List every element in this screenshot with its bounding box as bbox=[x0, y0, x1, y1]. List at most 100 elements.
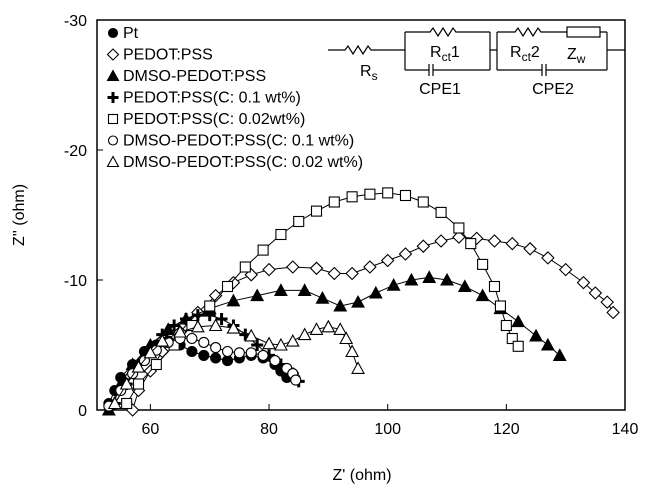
data-point bbox=[210, 352, 222, 364]
data-point bbox=[132, 378, 145, 390]
data-point bbox=[198, 336, 210, 348]
data-point bbox=[404, 272, 419, 286]
data-point bbox=[346, 191, 358, 203]
data-point bbox=[245, 347, 257, 359]
data-point bbox=[333, 298, 348, 312]
y-tick-label: -30 bbox=[64, 13, 87, 30]
data-point bbox=[297, 327, 312, 341]
data-point bbox=[208, 318, 223, 332]
data-point bbox=[417, 196, 429, 208]
data-point bbox=[273, 337, 288, 351]
data-point bbox=[186, 345, 198, 358]
data-point bbox=[457, 279, 472, 293]
y-tick-label: 0 bbox=[78, 403, 87, 420]
data-point bbox=[540, 337, 555, 351]
warburg-element bbox=[566, 26, 601, 38]
x-tick-label: 120 bbox=[493, 421, 520, 438]
data-point bbox=[221, 355, 234, 367]
legend-marker bbox=[107, 135, 119, 146]
data-point bbox=[488, 280, 501, 293]
data-point bbox=[399, 189, 412, 202]
legend-label: DMSO-PEDOT:PSS(C: 0.1 wt%) bbox=[123, 133, 354, 150]
data-point bbox=[250, 288, 265, 302]
data-point bbox=[119, 376, 134, 390]
data-point bbox=[257, 349, 269, 361]
cpe-symbol bbox=[428, 64, 547, 76]
circuit-label: Rct2 bbox=[510, 44, 540, 64]
data-point bbox=[351, 361, 365, 374]
data-point bbox=[244, 268, 259, 282]
legend-marker bbox=[107, 113, 119, 125]
data-point bbox=[239, 261, 251, 273]
circuit-label: Rs bbox=[360, 63, 378, 83]
data-point bbox=[345, 266, 359, 281]
data-point bbox=[131, 359, 146, 373]
data-point bbox=[453, 222, 465, 234]
data-point bbox=[600, 295, 614, 309]
data-point bbox=[465, 238, 477, 250]
data-point bbox=[363, 260, 377, 274]
data-point bbox=[328, 196, 340, 208]
data-point bbox=[523, 242, 537, 256]
data-point bbox=[422, 270, 437, 283]
data-point bbox=[368, 285, 383, 299]
data-point bbox=[475, 288, 490, 302]
data-point bbox=[435, 206, 447, 218]
legend-label: DMSO-PEDOT:PSS bbox=[123, 68, 266, 85]
circuit-label: Zw bbox=[567, 46, 586, 66]
data-point bbox=[364, 188, 376, 200]
legend-marker bbox=[107, 27, 119, 39]
x-axis-label: Z' (ohm) bbox=[332, 467, 391, 484]
y-tick-label: -20 bbox=[64, 143, 87, 160]
data-point bbox=[345, 344, 360, 358]
circuit-label: CPE1 bbox=[419, 81, 461, 98]
y-tick-label: -10 bbox=[64, 273, 87, 290]
data-point bbox=[221, 345, 234, 358]
data-point bbox=[351, 294, 365, 308]
data-point bbox=[257, 244, 269, 256]
data-point bbox=[121, 397, 133, 410]
circuit-label: Rct1 bbox=[430, 44, 460, 64]
plot-frame bbox=[96, 19, 626, 411]
data-point bbox=[215, 313, 228, 325]
legend-marker bbox=[107, 92, 119, 103]
data-point bbox=[226, 320, 241, 334]
data-point bbox=[469, 231, 484, 246]
data-point bbox=[382, 187, 394, 199]
circuit: Rs Rct1 CPE1 Rct2 Zw CPE2 bbox=[328, 26, 625, 98]
legend-marker bbox=[106, 69, 120, 82]
data-point bbox=[333, 322, 348, 335]
legend-label: PEDOT:PSS bbox=[123, 47, 213, 64]
data-point bbox=[309, 261, 324, 276]
data-point bbox=[440, 272, 454, 286]
data-point bbox=[269, 355, 281, 367]
data-point bbox=[529, 328, 543, 342]
legend-label: Pt bbox=[123, 25, 139, 42]
data-point bbox=[262, 262, 276, 277]
data-point bbox=[398, 247, 413, 261]
data-point bbox=[204, 300, 216, 312]
data-point bbox=[315, 291, 330, 304]
data-point bbox=[297, 283, 312, 296]
data-point bbox=[487, 234, 502, 248]
data-point bbox=[226, 275, 241, 290]
data-point bbox=[273, 283, 288, 296]
data-point bbox=[221, 280, 234, 293]
data-point bbox=[168, 319, 181, 332]
data-point bbox=[541, 251, 555, 265]
data-point bbox=[309, 322, 324, 335]
data-point bbox=[505, 236, 520, 251]
data-point bbox=[226, 293, 241, 307]
legend-marker bbox=[106, 48, 120, 61]
data-point bbox=[552, 348, 567, 361]
x-tick-label: 80 bbox=[260, 421, 278, 438]
data-point bbox=[558, 262, 573, 277]
data-point bbox=[380, 253, 395, 268]
data-point bbox=[150, 358, 162, 371]
y-axis-label: Z'' (ohm) bbox=[11, 184, 28, 246]
legend-label: PEDOT:PSS(C: 0.1 wt%) bbox=[123, 90, 301, 107]
data-point bbox=[416, 239, 431, 253]
data-point bbox=[210, 342, 222, 354]
data-point bbox=[576, 275, 591, 290]
